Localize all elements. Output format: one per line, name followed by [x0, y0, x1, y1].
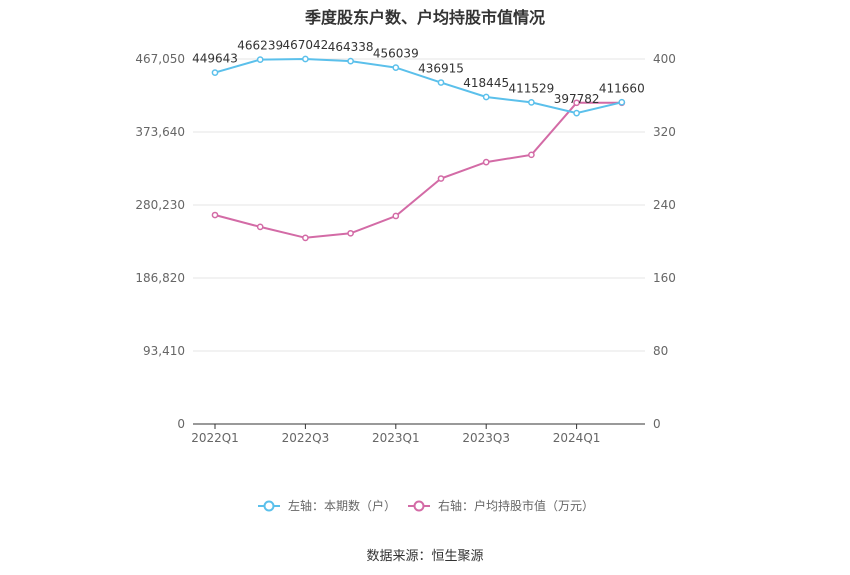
data-label: 411529 [508, 81, 554, 95]
legend-marker [413, 500, 425, 512]
series-avg-holding-value [211, 99, 626, 242]
data-point [347, 57, 354, 65]
right-tick-label: 400 [653, 52, 676, 66]
data-label: 397782 [554, 92, 600, 106]
legend-label: 右轴：户均持股市值（万元） [438, 498, 594, 513]
data-label: 464338 [328, 40, 374, 54]
left-axis: 0 93,410 186,820 280,230 373,640 467,050 [135, 52, 185, 431]
data-label: 436915 [418, 62, 464, 76]
data-label: 467042 [282, 38, 328, 52]
data-point [482, 158, 490, 166]
data-point [573, 109, 580, 117]
legend-item: 左轴：本期数（户） [258, 498, 396, 513]
data-point [528, 151, 535, 159]
grid-lines [193, 58, 645, 352]
data-point [302, 234, 309, 242]
data-point [437, 79, 445, 86]
right-tick-label: 160 [653, 271, 676, 285]
legend: 左轴：本期数（户） 右轴：户均持股市值（万元） [258, 498, 594, 513]
legend-label: 左轴：本期数（户） [288, 498, 396, 513]
data-point [437, 175, 445, 182]
x-tick-label: 2023Q1 [372, 431, 420, 445]
left-tick-label: 467,050 [135, 52, 185, 66]
legend-item: 右轴：户均持股市值（万元） [408, 498, 594, 513]
right-tick-label: 80 [653, 344, 668, 358]
data-point [573, 99, 580, 107]
x-axis: 2022Q1 2022Q3 2023Q1 2023Q3 2024Q1 [191, 423, 645, 445]
data-label: 411660 [599, 81, 645, 95]
x-tick-label: 2023Q3 [462, 431, 510, 445]
data-point [256, 56, 264, 63]
data-point [618, 98, 626, 106]
right-tick-label: 0 [653, 417, 661, 431]
right-axis: 0 80 160 240 320 400 [653, 52, 676, 431]
left-tick-label: 0 [177, 417, 185, 431]
right-tick-label: 320 [653, 125, 676, 139]
left-tick-label: 373,640 [135, 125, 185, 139]
data-label: 456039 [373, 47, 419, 61]
data-point [256, 223, 264, 231]
chart-title: 季度股东户数、户均持股市值情况 [304, 8, 545, 27]
right-tick-label: 240 [653, 198, 676, 212]
data-point [347, 229, 354, 237]
data-label: 466239 [237, 39, 283, 53]
data-label: 418445 [463, 76, 509, 90]
left-tick-label: 186,820 [135, 271, 185, 285]
data-point [528, 99, 535, 106]
series-line [214, 101, 622, 239]
x-tick-label: 2022Q1 [191, 431, 239, 445]
x-tick-label: 2024Q1 [553, 431, 601, 445]
x-tick-label: 2022Q3 [282, 431, 330, 445]
series-line [214, 57, 623, 115]
data-point [211, 69, 219, 76]
legend-marker [263, 500, 275, 512]
data-point [392, 212, 400, 220]
left-tick-label: 280,230 [135, 198, 185, 212]
data-label: 449643 [192, 52, 238, 66]
data-source: 数据来源：恒生聚源 [366, 549, 484, 564]
left-tick-label: 93,410 [143, 344, 185, 358]
data-point [211, 211, 219, 219]
data-point [302, 55, 309, 63]
data-point [392, 64, 400, 71]
data-point [482, 93, 490, 101]
